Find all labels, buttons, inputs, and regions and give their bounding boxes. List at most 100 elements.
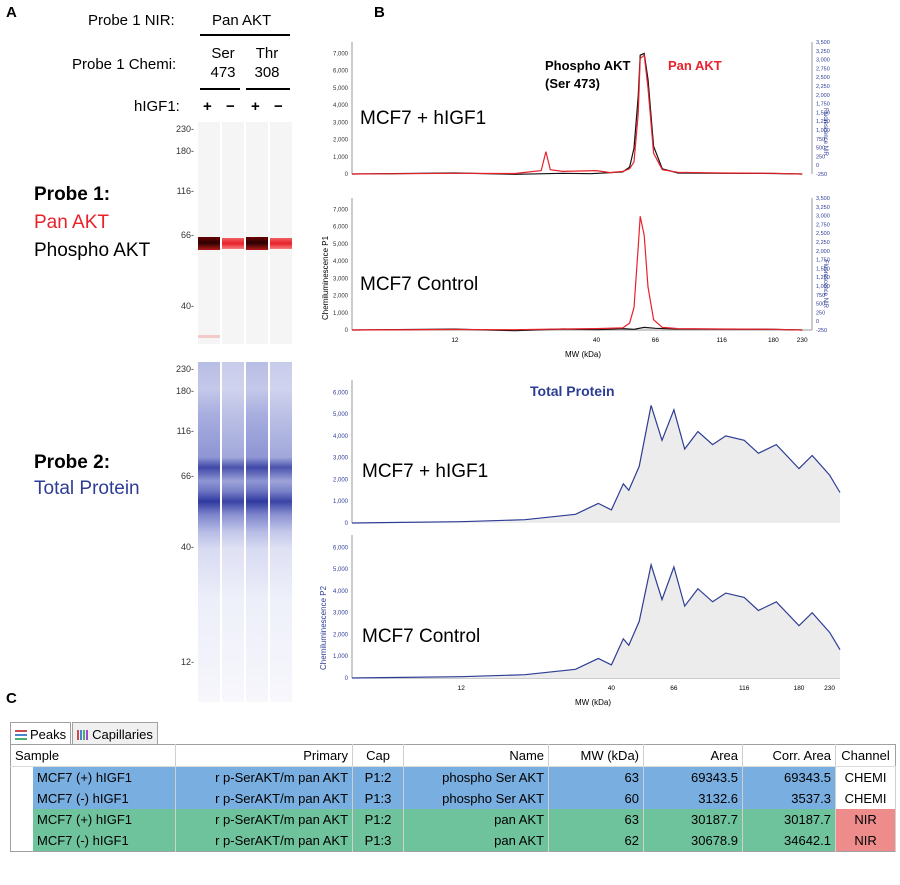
y-right-tick-label: 750 — [816, 293, 825, 299]
col-header-corr-area[interactable]: Corr. Area — [742, 744, 837, 767]
row-gutter — [10, 766, 33, 788]
cell-primary: r p-SerAKT/m pan AKT — [175, 766, 354, 788]
probe1-nir-label: Probe 1 NIR: — [88, 12, 175, 29]
col-header-name[interactable]: Name — [403, 744, 550, 767]
cell-primary: r p-SerAKT/m pan AKT — [175, 809, 354, 830]
y-tick-label: 5,000 — [333, 86, 349, 92]
mw-marker-p1-180: 180 — [168, 146, 194, 156]
mw-marker-p1-230: 230 — [168, 124, 194, 134]
chart-2-ylabel: Chemiluminescence P1 — [321, 235, 330, 320]
probe1-lane-2 — [222, 122, 244, 344]
chart-1-legend-phospho-sub: (Ser 473) — [545, 76, 600, 91]
mw-marker-p2-230: 230 — [168, 364, 194, 374]
y-tick-label: 3,000 — [333, 456, 349, 462]
probe2-title: Probe 2: — [34, 452, 111, 473]
tab-peaks[interactable]: Peaks — [10, 722, 72, 744]
cell-corr-area: 69343.5 — [742, 766, 837, 788]
y-right-tick-label: 500 — [816, 146, 825, 152]
tab-peaks-label: Peaks — [30, 727, 67, 742]
capillaries-icon — [77, 729, 89, 740]
mw-marker-p2-40: 40 — [168, 542, 194, 552]
probe1-lane-3 — [246, 122, 268, 344]
tab-capillaries[interactable]: Capillaries — [72, 722, 158, 744]
chart-3-label: MCF7 + hIGF1 — [362, 461, 488, 482]
col-header-primary[interactable]: Primary — [175, 744, 354, 767]
y-tick-label: 5,000 — [333, 567, 349, 573]
lane-sign-3: + — [251, 98, 260, 115]
mw-marker-p2-12: 12 — [168, 657, 194, 667]
y-tick-label: 3,000 — [333, 611, 349, 617]
cell-primary: r p-SerAKT/m pan AKT — [175, 830, 354, 852]
chart-2-y-right-label: Fluorescence NIR — [822, 260, 828, 309]
cell-corr-area: 3537.3 — [742, 788, 837, 809]
table-header-row: Sample Primary Cap Name MW (kDa) Area Co… — [10, 744, 896, 767]
x-tick-label: 12 — [458, 685, 466, 692]
chemi-ser-line2: 473 — [210, 64, 236, 81]
probe1-title: Probe 1: — [34, 184, 111, 205]
y-right-tick-label: 2,250 — [816, 84, 830, 90]
chart-1-line-phospho — [351, 52, 803, 175]
chemi-group-ser: Ser 473 — [208, 44, 238, 82]
col-header-area[interactable]: Area — [643, 744, 744, 767]
probe1-pan-akt: Pan AKT — [34, 212, 109, 233]
cell-area: 69343.5 — [643, 766, 744, 788]
table-row[interactable]: MCF7 (-) hIGF1 r p-SerAKT/m pan AKT P1:3… — [10, 788, 896, 809]
y-tick-label: 6,000 — [333, 225, 349, 231]
chart-4-label: MCF7 Control — [362, 626, 480, 647]
cell-corr-area: 34642.1 — [742, 830, 837, 852]
y-right-tick-label: 1,750 — [816, 258, 830, 264]
probe1-lane-4 — [270, 122, 292, 344]
ser-underline — [200, 88, 240, 90]
y-tick-label: 4,000 — [333, 434, 349, 440]
y-tick-label: 3,000 — [333, 276, 349, 282]
cell-mw: 63 — [548, 766, 645, 788]
y-right-tick-label: 3,250 — [816, 49, 830, 55]
cell-sample: MCF7 (+) hIGF1 — [33, 766, 177, 788]
y-tick-label: 4,000 — [333, 589, 349, 595]
y-right-tick-label: 3,500 — [816, 40, 830, 46]
cell-name: pan AKT — [403, 809, 550, 830]
mw-marker-p1-66: 66 — [168, 230, 194, 240]
chart-2-mcf7-control: 0 1,000 2,000 3,000 4,000 5,000 6,000 7,000 -250… — [321, 196, 830, 359]
y-tick-label: 2,000 — [333, 294, 349, 300]
x-tick-label: 40 — [608, 685, 616, 692]
panel-label-a: A — [6, 4, 17, 21]
y-tick-label: 6,000 — [333, 545, 349, 551]
mw-marker-p2-180: 180 — [168, 386, 194, 396]
band-phospho-lane1 — [198, 237, 220, 250]
cell-mw: 60 — [548, 788, 645, 809]
y-right-tick-label: 2,750 — [816, 66, 830, 72]
table-row[interactable]: MCF7 (+) hIGF1 r p-SerAKT/m pan AKT P1:2… — [10, 766, 896, 788]
cell-channel: CHEMI — [835, 788, 896, 809]
y-tick-label: 7,000 — [333, 207, 349, 213]
y-right-tick-label: 2,750 — [816, 222, 830, 228]
cell-cap: P1:3 — [352, 830, 405, 852]
x-tick-label: 40 — [593, 337, 601, 344]
y-tick-label: 0 — [345, 521, 349, 527]
table-row[interactable]: MCF7 (+) hIGF1 r p-SerAKT/m pan AKT P1:2… — [10, 809, 896, 830]
y-tick-label: 6,000 — [333, 390, 349, 396]
y-right-tick-label: -250 — [816, 172, 827, 178]
row-gutter — [10, 788, 33, 809]
x-tick-label: 12 — [451, 337, 459, 344]
y-tick-label: 1,000 — [333, 654, 349, 660]
cell-name: pan AKT — [403, 830, 550, 852]
y-tick-label: 6,000 — [333, 69, 349, 75]
cell-corr-area: 30187.7 — [742, 809, 837, 830]
y-tick-label: 1,000 — [333, 311, 349, 317]
col-header-cap[interactable]: Cap — [352, 744, 405, 767]
probe2-total-protein: Total Protein — [34, 478, 140, 499]
y-right-tick-label: 1,250 — [816, 119, 830, 125]
cell-sample: MCF7 (-) hIGF1 — [33, 830, 177, 852]
col-header-sample[interactable]: Sample — [10, 744, 177, 767]
electropherograms: 0 1,000 2,000 3,000 4,000 5,000 6,000 7,000 -250… — [319, 40, 841, 707]
mw-marker-p2-66: 66 — [168, 471, 194, 481]
col-header-mw[interactable]: MW (kDa) — [548, 744, 645, 767]
chart-1-line-pan — [351, 54, 803, 175]
table-row[interactable]: MCF7 (-) hIGF1 r p-SerAKT/m pan AKT P1:3… — [10, 830, 896, 852]
y-tick-label: 4,000 — [333, 103, 349, 109]
col-header-channel[interactable]: Channel — [835, 744, 896, 767]
higf1-label: hIGF1: — [134, 98, 180, 115]
cell-channel: CHEMI — [835, 766, 896, 788]
chart-3-area-fill — [352, 405, 840, 523]
